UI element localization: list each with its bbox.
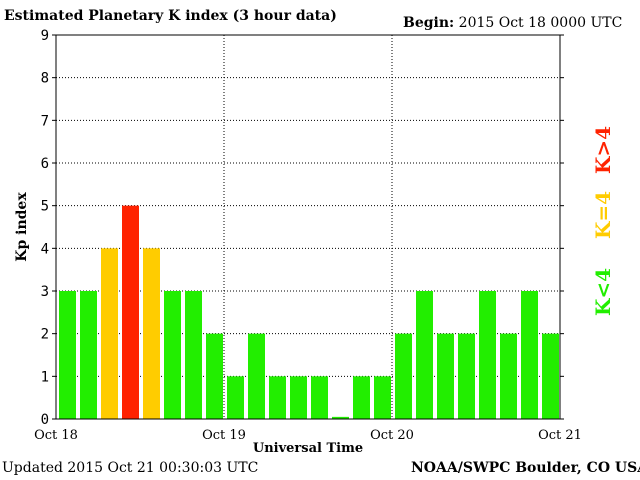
kp-bar — [143, 248, 160, 419]
kp-bar — [80, 291, 97, 419]
kp-bar — [122, 205, 139, 419]
x-tick-label: Oct 21 — [538, 428, 582, 443]
updated-timestamp: Updated 2015 Oct 21 00:30:03 UTC — [2, 460, 259, 476]
kp-bar — [185, 291, 202, 419]
kp-bar — [101, 248, 118, 419]
kp-bar — [227, 376, 244, 419]
y-tick-label: 7 — [41, 113, 49, 129]
chart-title: Estimated Planetary K index (3 hour data… — [4, 8, 337, 24]
x-axis-label: Universal Time — [253, 441, 363, 456]
legend-equal: K=4 — [591, 190, 616, 240]
kp-bar — [164, 291, 181, 419]
y-tick-label: 8 — [41, 71, 49, 87]
y-tick-label: 4 — [41, 241, 49, 257]
kp-bar — [353, 376, 370, 419]
kp-bar — [479, 291, 496, 419]
y-tick-label: 9 — [41, 28, 49, 44]
y-tick-label: 2 — [41, 327, 49, 343]
x-tick-label: Oct 18 — [34, 428, 78, 443]
y-tick-label: 6 — [41, 156, 49, 172]
y-tick-label: 5 — [41, 199, 49, 215]
kp-bar — [521, 291, 538, 419]
kp-bar — [206, 333, 223, 419]
y-axis-label: Kp index — [14, 192, 30, 262]
kp-bar — [311, 376, 328, 419]
kp-bar — [59, 291, 76, 419]
kp-bar — [542, 333, 559, 419]
kp-bar — [269, 376, 286, 419]
y-tick-label: 0 — [41, 412, 49, 428]
y-tick-label: 1 — [41, 369, 49, 385]
begin-label: Begin: — [403, 15, 455, 31]
kp-bar — [290, 376, 307, 419]
plot-frame — [55, 34, 561, 420]
kp-bar — [416, 291, 433, 419]
credit-text: NOAA/SWPC Boulder, CO USA — [411, 460, 640, 476]
begin-value: 2015 Oct 18 0000 UTC — [458, 15, 623, 31]
y-tick-label: 3 — [41, 284, 49, 300]
begin-info: Begin: 2015 Oct 18 0000 UTC — [403, 15, 622, 31]
kp-bar — [374, 376, 391, 419]
kp-bar — [248, 333, 265, 419]
kp-bar — [458, 333, 475, 419]
legend-low: K<4 — [591, 267, 616, 317]
kp-bar — [437, 333, 454, 419]
kp-bar — [395, 333, 412, 419]
kp-bar — [500, 333, 517, 419]
kp-bar — [332, 416, 349, 419]
x-tick-label: Oct 20 — [370, 428, 414, 443]
x-tick-label: Oct 19 — [202, 428, 246, 443]
legend-high: K>4 — [591, 125, 616, 175]
